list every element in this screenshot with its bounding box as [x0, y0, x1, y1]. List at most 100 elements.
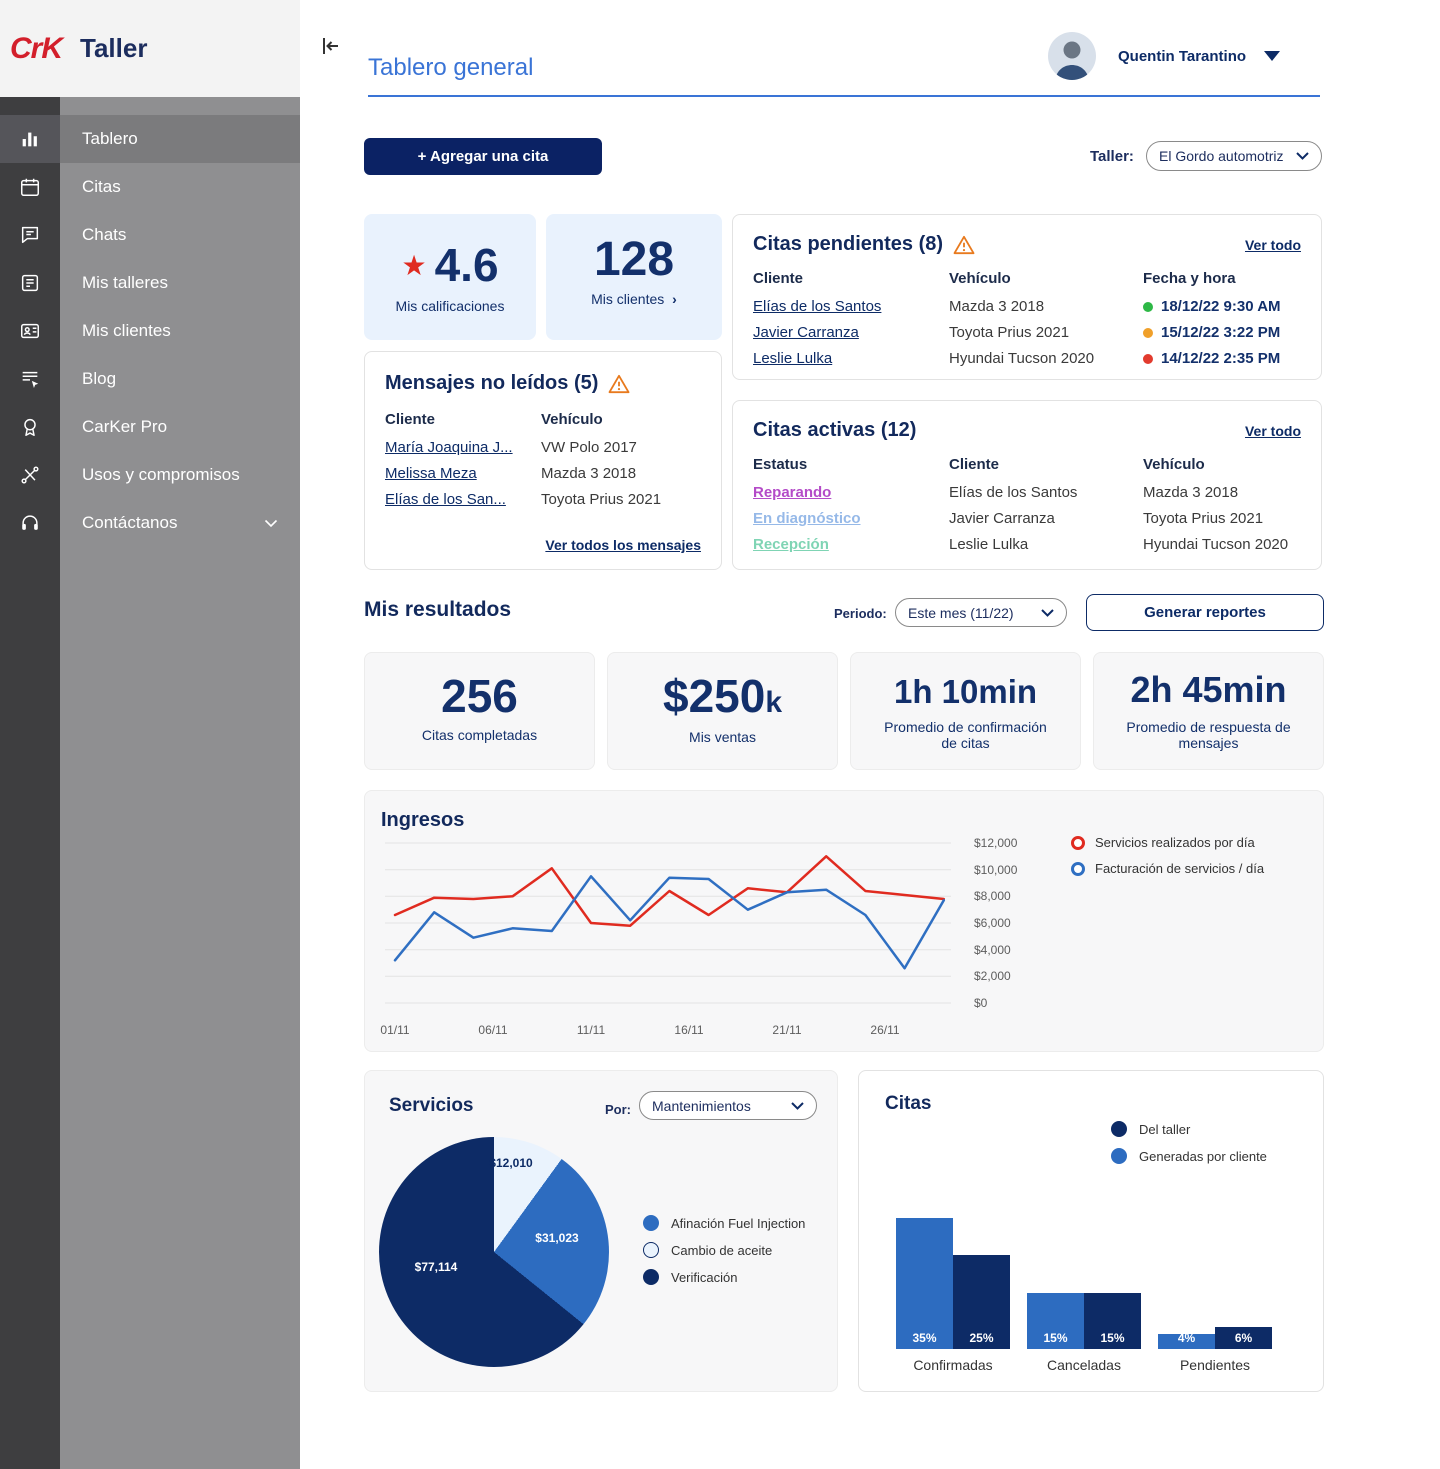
chevron-down-icon: [1296, 152, 1309, 160]
services-filter-value: Mantenimientos: [652, 1097, 751, 1114]
client-link[interactable]: Elías de los Santos: [753, 298, 882, 315]
sidebar-item-carker-pro[interactable]: CarKer Pro: [60, 403, 300, 451]
dashboard-icon[interactable]: [0, 115, 60, 163]
client-link[interactable]: Leslie Lulka: [753, 350, 833, 367]
bar-category-labels: Confirmadas Canceladas Pendientes: [896, 1357, 1272, 1373]
y-axis-tick: $6,000: [974, 916, 1011, 930]
taller-select[interactable]: El Gordo automotriz: [1146, 141, 1322, 171]
rating-value: 4.6: [434, 239, 499, 291]
pie-slice-label: $31,023: [535, 1231, 579, 1245]
appointments-chart-card: Citas Del taller Generadas por cliente 3…: [858, 1070, 1324, 1392]
ver-todo-link[interactable]: Ver todo: [1244, 236, 1301, 253]
periodo-select[interactable]: Este mes (11/22): [895, 598, 1067, 627]
sidebar-item-blog[interactable]: Blog: [60, 355, 300, 403]
clients-value: 128: [593, 233, 675, 286]
sidebar-item-citas[interactable]: Citas: [60, 163, 300, 211]
bar-cliente: 15%: [1027, 1293, 1084, 1349]
clients-icon[interactable]: [0, 307, 60, 355]
client-link[interactable]: Elías de los San...: [385, 491, 506, 508]
warning-icon: [608, 374, 630, 393]
status-link[interactable]: Reparando: [753, 484, 832, 501]
sidebar-item-mis-talleres[interactable]: Mis talleres: [60, 259, 300, 307]
status-link[interactable]: En diagnóstico: [753, 510, 861, 527]
ver-todo-link[interactable]: Ver todo: [1244, 422, 1301, 439]
client-link[interactable]: María Joaquina J...: [385, 439, 513, 456]
legend-item: Del taller: [1111, 1121, 1267, 1137]
column-header: Cliente: [385, 411, 436, 428]
card-title: Citas activas (12): [753, 419, 917, 441]
card-title: Citas pendientes (8): [753, 233, 944, 255]
legend-item: Afinación Fuel Injection: [643, 1215, 805, 1231]
x-axis-tick: 26/11: [870, 1023, 900, 1037]
vehicle-cell: Mazda 3 2018: [541, 465, 637, 482]
bar-group-canceladas: 15% 15%: [1027, 1293, 1141, 1349]
pie-slice-label: $77,114: [414, 1260, 458, 1274]
active-appointments-card: Citas activas (12) Ver todo Estatus Clie…: [732, 400, 1322, 570]
sidebar-item-label: Blog: [82, 369, 117, 388]
sidebar-item-label: Contáctanos: [82, 513, 178, 532]
legend-item: Generadas por cliente: [1111, 1148, 1267, 1164]
icon-rail: [0, 97, 60, 1469]
pie-legend-dot: [643, 1242, 659, 1258]
sidebar-item-usos[interactable]: Usos y compromisos: [60, 451, 300, 499]
chevron-down-icon: [1041, 608, 1054, 617]
add-appointment-button[interactable]: + Agregar una cita: [364, 138, 602, 175]
app-name: Taller: [80, 33, 148, 63]
status-link[interactable]: Recepción: [753, 536, 829, 553]
collapse-sidebar-icon[interactable]: [318, 34, 342, 63]
bar-category: Canceladas: [1047, 1357, 1121, 1373]
x-axis-tick: 06/11: [478, 1023, 508, 1037]
column-header: Cliente: [753, 270, 804, 287]
client-link[interactable]: Melissa Meza: [385, 465, 477, 482]
legend-item: Cambio de aceite: [643, 1242, 805, 1258]
stat-label: Promedio de respuesta de mensajes: [1126, 719, 1291, 751]
user-menu[interactable]: Quentin Tarantino: [1048, 32, 1281, 80]
workshops-icon[interactable]: [0, 259, 60, 307]
client-link[interactable]: Javier Carranza: [753, 324, 859, 341]
results-heading: Mis resultados: [364, 598, 512, 621]
bar-taller: 25%: [953, 1255, 1010, 1349]
bar-cliente: 35%: [896, 1218, 953, 1349]
sidebar-item-label: Citas: [82, 177, 121, 196]
legend-item: Servicios realizados por día: [1071, 835, 1264, 850]
calendar-icon[interactable]: [0, 163, 60, 211]
stat-label: Promedio de confirmación de citas: [884, 719, 1047, 751]
sidebar-item-mis-clientes[interactable]: Mis clientes: [60, 307, 300, 355]
chevron-down-icon: [264, 519, 278, 527]
vehicle-cell: Toyota Prius 2021: [949, 324, 1070, 341]
bar-taller: 6%: [1215, 1327, 1272, 1349]
stat-label: Mis ventas: [689, 729, 756, 745]
periodo-select-value: Este mes (11/22): [908, 604, 1014, 621]
sidebar-item-chats[interactable]: Chats: [60, 211, 300, 259]
stat-card-confirmacion: 1h 10min Promedio de confirmación de cit…: [850, 652, 1081, 770]
blog-icon[interactable]: [0, 355, 60, 403]
y-axis-tick: $0: [974, 996, 988, 1010]
chat-icon[interactable]: [0, 211, 60, 259]
rating-card: ★ 4.6 Mis calificaciones: [364, 214, 536, 340]
sidebar-item-tablero[interactable]: Tablero: [60, 115, 300, 163]
sidebar-item-contactanos[interactable]: Contáctanos: [60, 499, 300, 547]
clients-card[interactable]: 128 Mis clientes ›: [546, 214, 722, 340]
tools-icon[interactable]: [0, 451, 60, 499]
stat-label: Citas completadas: [421, 727, 538, 743]
generate-reports-button[interactable]: Generar reportes: [1086, 594, 1324, 631]
services-legend: Afinación Fuel Injection Cambio de aceit…: [643, 1215, 805, 1296]
bar-category: Pendientes: [1179, 1357, 1251, 1373]
income-legend: Servicios realizados por día Facturación…: [1071, 835, 1264, 887]
carker-logo: CrK: [10, 31, 63, 65]
headset-icon[interactable]: [0, 499, 60, 547]
stat-suffix: k: [765, 686, 783, 719]
datetime-cell: 15/12/22 3:22 PM: [1143, 323, 1301, 343]
services-filter-select[interactable]: Mantenimientos: [639, 1091, 817, 1120]
pending-appointments-card: Citas pendientes (8) Ver todo Cliente Ve…: [732, 214, 1322, 380]
ver-mensajes-link[interactable]: Ver todos los mensajes: [545, 537, 701, 553]
avatar[interactable]: [1048, 32, 1096, 80]
income-chart-card: Ingresos 01/11 06/11 11/11 16/11 21/11 2…: [364, 790, 1324, 1052]
client-cell: Leslie Lulka: [949, 536, 1029, 553]
sidebar-menu: Tablero Citas Chats Mis talleres Mis cli…: [60, 97, 300, 1469]
warning-icon: [953, 235, 975, 254]
carker-pro-icon[interactable]: [0, 403, 60, 451]
column-header: Vehículo: [1143, 456, 1205, 473]
pie-slice-label: $12,010: [489, 1156, 533, 1170]
brand-header[interactable]: CrK Taller: [0, 0, 300, 97]
